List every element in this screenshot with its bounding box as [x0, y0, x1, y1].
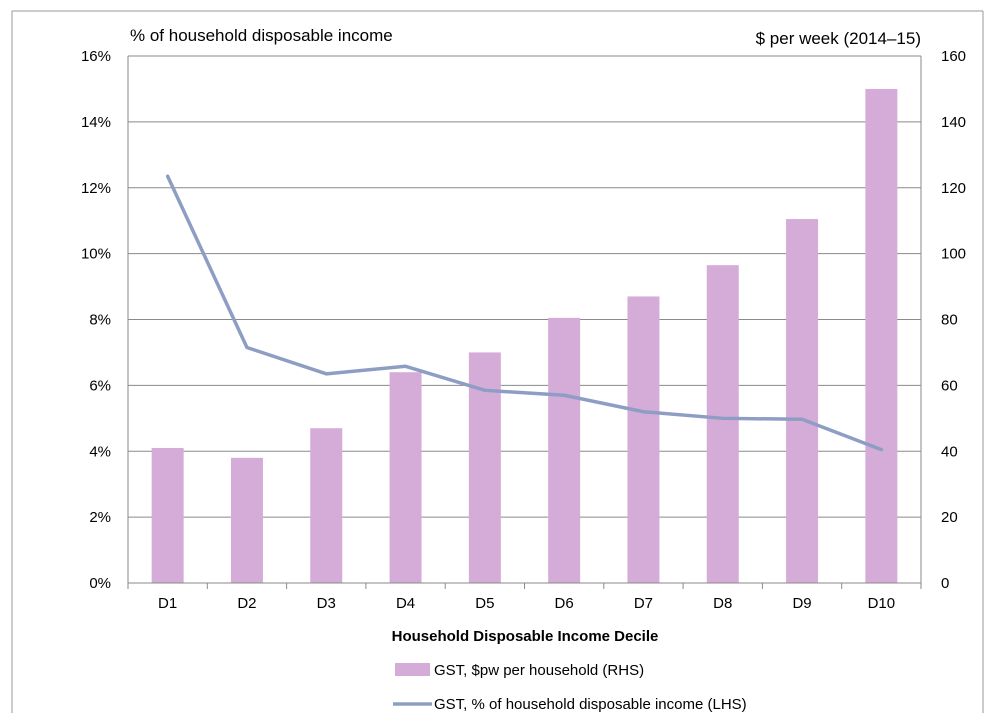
bar: [548, 317, 581, 583]
series-line: [165, 174, 884, 452]
left-tick-label: 0%: [89, 575, 111, 592]
bar: [389, 372, 422, 583]
x-tick-label: D2: [237, 595, 256, 612]
left-tick-label: 8%: [89, 312, 111, 329]
right-tick-label: 140: [941, 114, 966, 131]
right-axis-title: $ per week (2014–15): [756, 29, 921, 48]
right-tick-label: 100: [941, 246, 966, 263]
left-tick-label: 10%: [81, 246, 111, 263]
left-tick-label: 14%: [81, 114, 111, 131]
x-tick-label: D10: [868, 595, 896, 612]
left-tick-label: 16%: [81, 48, 111, 65]
left-tick-label: 12%: [81, 180, 111, 197]
left-tick-label: 6%: [89, 377, 111, 394]
legend: GST, $pw per household (RHS) GST, % of h…: [393, 662, 747, 713]
x-axis-title: Household Disposable Income Decile: [392, 628, 659, 645]
bar: [310, 428, 343, 583]
bar: [706, 265, 739, 583]
bar-series: [151, 88, 898, 583]
right-tick-label: 0: [941, 575, 949, 592]
right-tick-label: 20: [941, 509, 958, 526]
legend-line-label: GST, % of household disposable income (L…: [434, 696, 747, 713]
x-tick-label: D4: [396, 595, 415, 612]
line-series: [165, 174, 884, 452]
x-tick-label: D1: [158, 595, 177, 612]
x-tick-label: D8: [713, 595, 732, 612]
legend-bar-swatch: [395, 663, 430, 676]
right-tick-label: 40: [941, 443, 958, 460]
x-tick-label: D3: [317, 595, 336, 612]
bar: [151, 447, 184, 583]
bar: [627, 296, 660, 583]
bar: [865, 88, 898, 583]
x-tick-label: D9: [792, 595, 811, 612]
left-axis-title: % of household disposable income: [130, 26, 393, 45]
bar: [786, 219, 819, 583]
left-tick-label: 4%: [89, 443, 111, 460]
x-tick-label: D7: [634, 595, 653, 612]
right-tick-label: 60: [941, 377, 958, 394]
right-tick-label: 160: [941, 48, 966, 65]
right-tick-label: 120: [941, 180, 966, 197]
bar: [230, 457, 263, 583]
legend-bar-label: GST, $pw per household (RHS): [434, 662, 644, 679]
left-tick-label: 2%: [89, 509, 111, 526]
right-tick-label: 80: [941, 312, 958, 329]
x-tick-label: D6: [555, 595, 574, 612]
x-tick-label: D5: [475, 595, 494, 612]
axes: 0% 0 2% 20 4% 40 6% 60 8% 80 10% 100 12% 120 14% 140 16%…: [81, 48, 966, 612]
